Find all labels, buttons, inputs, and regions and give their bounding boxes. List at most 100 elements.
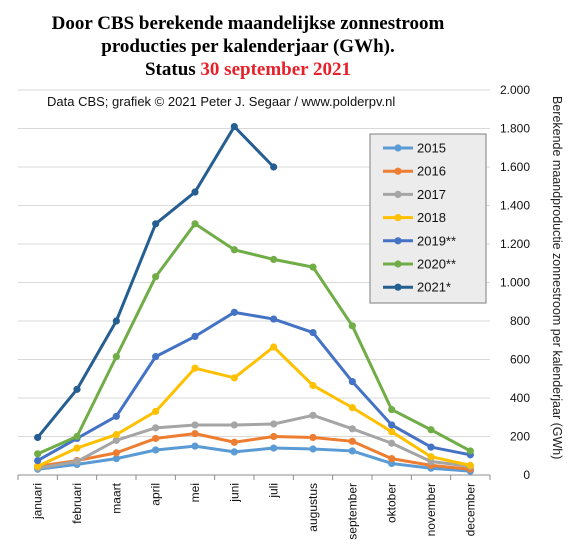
data-point [112,430,120,439]
data-point [348,447,356,455]
data-point [112,455,120,463]
y-tick-label: 600 [510,353,530,367]
legend-item: 2018 [383,210,446,225]
legend-label: 2017 [417,187,446,202]
data-point [309,433,317,442]
data-point [191,421,199,429]
y-axis-label: Berekende maandproductie zonnestroom per… [550,96,564,459]
y-tick-label: 1.200 [500,237,530,251]
x-tick-label: september [345,483,359,540]
data-point [388,455,396,463]
y-tick-labels: 0 200 400 600 800 1.000 1.200 1.400 1.600 1.800 2.… [500,83,530,482]
data-point [270,163,278,171]
data-point [191,364,199,372]
series-line [37,222,472,456]
legend-label: 2019** [417,233,456,248]
data-point [270,343,278,351]
x-tick-label: april [149,483,163,506]
series-2020 [34,220,474,458]
data-point [191,332,199,340]
legend-item: 2016 [383,164,446,179]
x-tick-label: maart [109,482,123,513]
data-point [112,317,120,325]
data-point [34,450,42,458]
x-tick-label: mei [188,483,202,502]
legend-item: 2021* [383,280,451,295]
chart-title-line-3: Status 30 september 2021 [145,59,351,80]
chart-title-line-2: producties per kalenderjaar (GWh). [101,36,394,57]
data-point [270,315,278,323]
series-2018 [34,343,474,470]
legend-label: 2021* [417,280,451,295]
x-tick-label: januari [31,483,45,520]
x-tick-label: augustus [306,483,320,532]
chart-title-line-1: Door CBS berekende maandelijkse zonnestr… [52,13,445,34]
data-point [388,428,396,436]
y-tick-label: 1.600 [500,160,530,174]
legend-swatch-marker [394,214,402,222]
data-point [152,446,160,454]
x-tick-label: februari [70,483,84,524]
data-point [152,220,160,228]
data-point [270,432,278,441]
data-point [73,457,81,466]
series-line [37,345,471,468]
y-tick-label: 1.400 [500,199,530,213]
series-line [37,432,471,471]
data-point [191,430,199,438]
data-point [348,425,356,433]
data-point [348,404,356,412]
data-point [309,263,317,271]
data-point [270,255,278,263]
y-tick-label: 200 [510,430,530,444]
x-tick-label: november [424,483,438,536]
data-point [34,456,42,465]
y-tick-label: 1.000 [500,276,530,290]
chart-title-status-date: 30 september 2021 [200,59,351,80]
data-point [466,447,474,455]
data-point [152,353,160,361]
legend-swatch-marker [394,167,402,175]
legend-label: 2018 [417,210,446,225]
series-line [37,413,471,470]
data-point [388,439,396,447]
x-tick-label: juni [227,483,241,503]
legend: 2015 2016 2017 2018 2019** 2020** 2021* [369,133,487,304]
legend-item: 2019** [383,233,456,248]
y-tick-label: 1.800 [500,122,530,136]
data-point [73,444,81,452]
legend-swatch-marker [394,144,402,152]
data-point [270,420,278,428]
data-point [230,438,238,446]
chart-title-status-prefix: Status [145,59,200,80]
data-point [34,462,42,470]
data-point [348,322,356,330]
data-point [230,421,238,429]
data-point [427,453,435,461]
x-tick-label: juli [267,483,281,499]
data-point [230,246,238,254]
series-line [37,444,471,473]
x-tick-labels: januari februari maart april mei juni juli augu… [31,482,478,539]
series-line [36,310,471,462]
data-point [230,448,238,456]
x-tick-label: oktober [385,483,399,523]
series-lines [34,122,474,475]
data-point [191,220,199,228]
series-2021 [34,122,278,442]
data-point [152,424,160,432]
legend-label: 2015 [417,141,446,156]
axes [17,474,491,480]
data-point [427,443,435,451]
data-point [152,407,160,416]
data-point [230,308,238,316]
data-point [112,412,120,420]
data-point [388,405,396,414]
legend-label: 2020** [417,257,456,272]
legend-swatch-marker [394,283,402,291]
data-point [427,426,435,434]
legend-label: 2016 [417,164,446,179]
data-point [152,273,160,281]
